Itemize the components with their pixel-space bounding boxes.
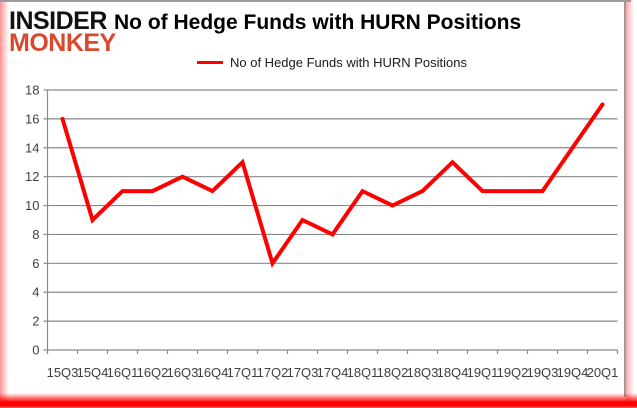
x-tick-label: 16Q4	[197, 365, 229, 380]
frame-border-left-glow	[0, 0, 9, 408]
x-tick-label: 20Q1	[587, 365, 619, 380]
x-tick-label: 15Q3	[47, 365, 79, 380]
x-tick-label: 19Q3	[527, 365, 559, 380]
x-tick-label: 17Q1	[227, 365, 259, 380]
y-tick-label: 6	[32, 256, 39, 271]
y-tick-label: 8	[32, 227, 39, 242]
y-tick-label: 0	[32, 343, 39, 358]
x-tick-label: 16Q3	[167, 365, 199, 380]
legend-label: No of Hedge Funds with HURN Positions	[230, 55, 467, 70]
chart-title: No of Hedge Funds with HURN Positions	[114, 11, 522, 34]
y-tick-label: 12	[25, 169, 39, 184]
x-tick-label: 16Q2	[137, 365, 169, 380]
x-tick-label: 17Q3	[287, 365, 319, 380]
series-line	[60, 102, 605, 268]
frame-border-right-glow	[626, 0, 634, 408]
y-tick-label: 10	[25, 198, 39, 213]
y-tick-label: 18	[25, 83, 39, 98]
legend: No of Hedge Funds with HURN Positions	[197, 55, 467, 70]
y-tick-label: 4	[32, 285, 39, 300]
x-tick-label: 19Q2	[497, 365, 529, 380]
y-tick-label: 14	[25, 140, 39, 155]
logo-insider-text: INSIDER	[9, 7, 107, 35]
logo-monkey-text: MONKEY	[9, 29, 116, 57]
y-tick-label: 16	[25, 111, 39, 126]
x-tick-label: 18Q4	[437, 365, 469, 380]
insider-monkey-logo: INSIDER MONKEY	[9, 7, 116, 57]
x-tick-label: 17Q2	[257, 365, 289, 380]
x-tick-label: 18Q3	[407, 365, 439, 380]
y-tick-label: 2	[32, 314, 39, 329]
frame-border-top	[0, 0, 631, 2]
x-tick-label: 18Q1	[347, 365, 379, 380]
x-tick-label: 19Q4	[557, 365, 589, 380]
x-tick-label: 18Q2	[377, 365, 409, 380]
x-tick-label: 15Q4	[77, 365, 109, 380]
x-tick-label: 19Q1	[467, 365, 499, 380]
x-tick-label: 16Q1	[107, 365, 139, 380]
legend-keyline-icon	[197, 61, 223, 64]
frame-border-bottom	[0, 393, 637, 408]
frame-border-right	[624, 0, 626, 397]
x-tick-label: 17Q4	[317, 365, 349, 380]
